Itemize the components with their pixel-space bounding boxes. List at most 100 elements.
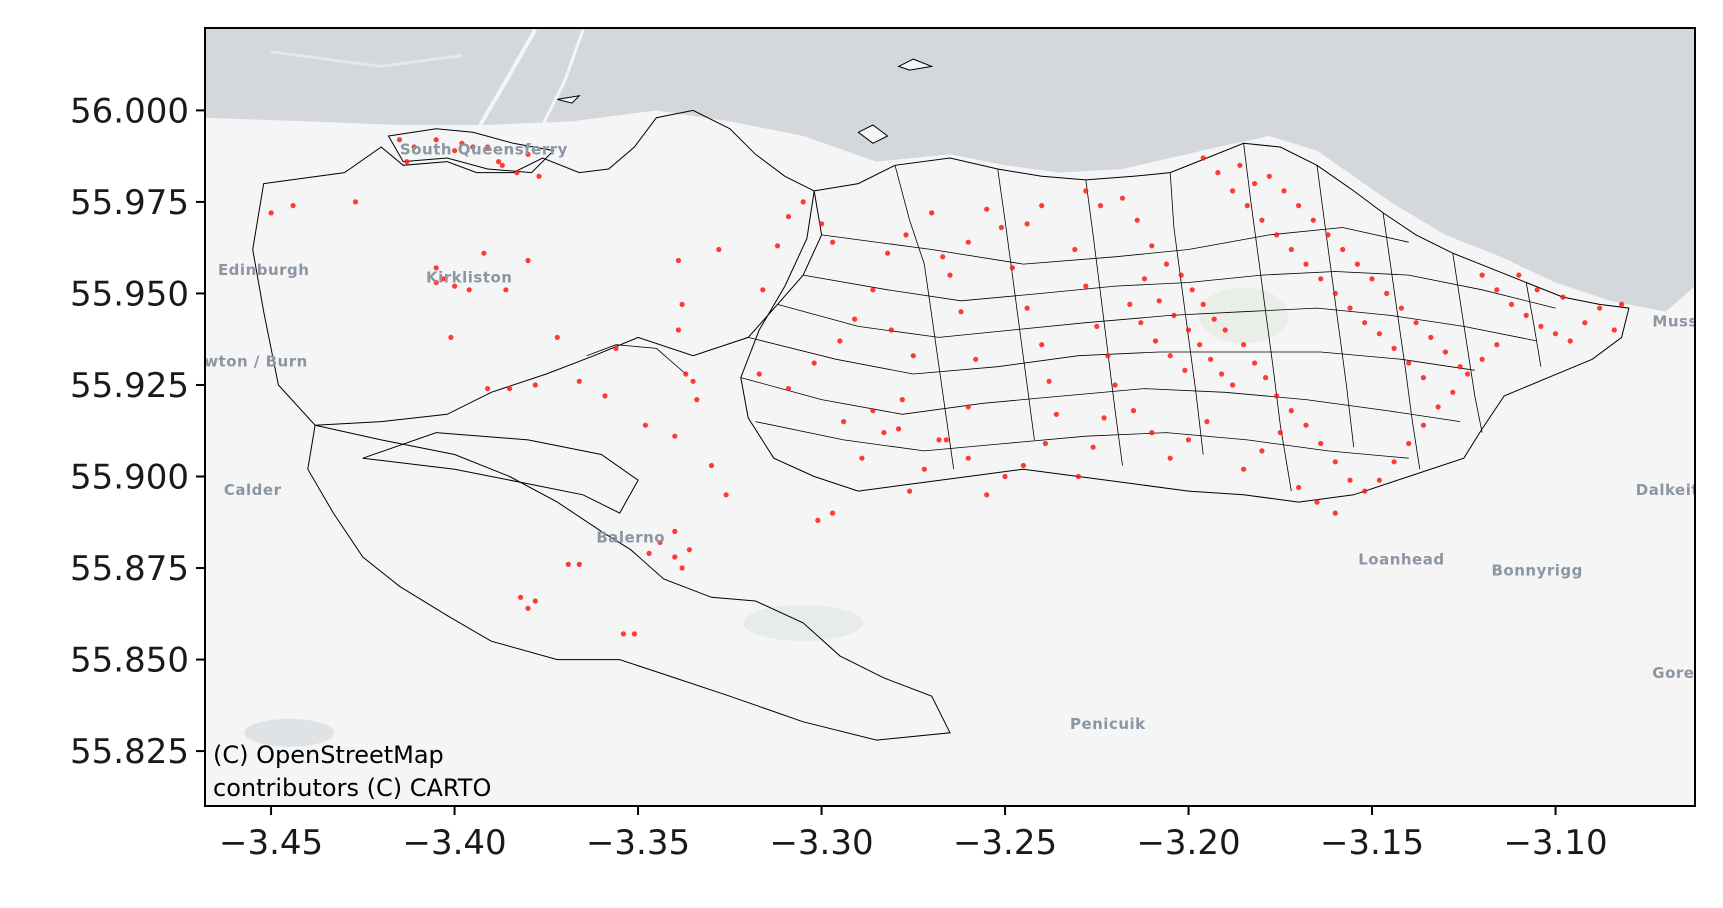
data-point bbox=[1494, 287, 1500, 293]
y-tick-label: 55.825 bbox=[70, 732, 189, 772]
data-point bbox=[646, 550, 652, 557]
data-point bbox=[852, 316, 858, 322]
place-label: Dalkeith bbox=[1636, 481, 1710, 499]
data-point bbox=[1171, 312, 1177, 318]
data-point bbox=[940, 254, 946, 260]
data-point bbox=[903, 232, 909, 238]
place-labels: South Queensferry Edinburgh Kirkliston Kirk… bbox=[146, 140, 1723, 733]
data-point bbox=[1538, 323, 1544, 329]
data-point bbox=[1266, 173, 1272, 179]
data-point bbox=[943, 437, 949, 443]
data-point bbox=[686, 547, 693, 553]
data-point bbox=[1582, 320, 1588, 326]
place-label: Musselburgh bbox=[1652, 312, 1723, 330]
data-point bbox=[973, 356, 979, 362]
data-point bbox=[525, 151, 531, 157]
data-point bbox=[837, 338, 843, 344]
data-point bbox=[800, 199, 806, 205]
ward-boundary bbox=[1085, 179, 1123, 466]
data-point bbox=[1053, 411, 1059, 417]
place-label: Kirknewton / Burn bbox=[146, 353, 308, 371]
ward-boundary bbox=[821, 227, 1409, 265]
data-point bbox=[620, 631, 627, 637]
x-axis: −3.45 −3.40 −3.35 −3.30 −3.25 −3.20 −3.15 −3.10 bbox=[219, 806, 1608, 863]
region-outline bbox=[307, 424, 951, 741]
data-point bbox=[965, 455, 971, 461]
data-point bbox=[1222, 327, 1228, 333]
data-point bbox=[1567, 338, 1573, 344]
place-label: Gorebridge bbox=[1652, 664, 1723, 682]
data-point bbox=[1134, 217, 1140, 223]
data-point bbox=[1552, 331, 1559, 337]
data-point bbox=[532, 598, 538, 604]
data-point bbox=[1406, 360, 1412, 366]
data-point bbox=[1310, 217, 1316, 223]
data-point bbox=[1508, 301, 1515, 307]
data-point bbox=[1362, 488, 1368, 494]
data-point bbox=[1277, 430, 1283, 436]
x-tick-label: −3.40 bbox=[402, 823, 506, 863]
data-point bbox=[760, 287, 766, 293]
data-point bbox=[507, 386, 513, 392]
data-points bbox=[268, 137, 1625, 637]
data-point bbox=[1450, 389, 1456, 395]
data-point bbox=[1167, 455, 1173, 461]
data-point bbox=[1009, 265, 1016, 271]
data-point bbox=[929, 210, 935, 216]
data-point bbox=[1241, 466, 1247, 472]
data-point bbox=[716, 246, 722, 253]
x-tick-label: −3.35 bbox=[586, 823, 690, 863]
data-point bbox=[811, 360, 817, 366]
attribution-line-1: (C) OpenStreetMap bbox=[213, 741, 444, 769]
ward-boundary bbox=[740, 377, 1461, 422]
data-point bbox=[496, 159, 502, 165]
data-point bbox=[841, 419, 847, 425]
data-point bbox=[433, 265, 439, 271]
data-point bbox=[1042, 440, 1048, 447]
ward-boundary bbox=[777, 304, 1538, 342]
data-point bbox=[1185, 327, 1192, 333]
data-point bbox=[1244, 203, 1250, 209]
data-point bbox=[965, 404, 971, 410]
data-point bbox=[1105, 353, 1111, 359]
y-tick-label: 56.000 bbox=[70, 91, 189, 131]
y-tick-label: 55.900 bbox=[70, 457, 189, 497]
data-point bbox=[1376, 331, 1382, 337]
attribution: (C) OpenStreetMap contributors (C) CARTO bbox=[213, 741, 491, 802]
data-point bbox=[466, 287, 472, 293]
data-point bbox=[1156, 298, 1162, 304]
data-point bbox=[1274, 393, 1280, 399]
data-point bbox=[958, 309, 964, 315]
data-point bbox=[657, 539, 663, 546]
data-point bbox=[1230, 382, 1236, 388]
data-point bbox=[965, 239, 971, 245]
data-point bbox=[1479, 272, 1485, 278]
region-boundaries bbox=[252, 58, 1630, 741]
place-label: Calder bbox=[224, 481, 282, 499]
ward-boundary bbox=[1452, 253, 1483, 433]
data-point bbox=[888, 327, 894, 333]
data-point bbox=[1523, 312, 1529, 318]
data-point bbox=[1200, 155, 1206, 161]
data-point bbox=[1428, 334, 1434, 340]
data-point bbox=[576, 378, 582, 384]
data-point bbox=[1185, 437, 1192, 443]
ward-boundary bbox=[1525, 282, 1542, 367]
ward-boundary bbox=[1382, 212, 1421, 470]
data-point bbox=[1332, 459, 1338, 465]
data-point bbox=[1288, 408, 1294, 414]
data-point bbox=[613, 345, 619, 351]
attribution-line-2: contributors (C) CARTO bbox=[213, 774, 491, 802]
reservoir bbox=[244, 718, 335, 747]
data-point bbox=[1420, 375, 1426, 381]
data-point bbox=[679, 301, 685, 307]
x-tick-label: −3.25 bbox=[953, 823, 1057, 863]
ward-boundary bbox=[997, 168, 1035, 440]
data-point bbox=[830, 239, 836, 245]
place-label: Balerno bbox=[596, 528, 665, 546]
data-point bbox=[870, 287, 876, 293]
ward-boundary bbox=[755, 421, 1409, 459]
data-point bbox=[1138, 320, 1144, 326]
y-tick-label: 55.925 bbox=[70, 366, 189, 406]
